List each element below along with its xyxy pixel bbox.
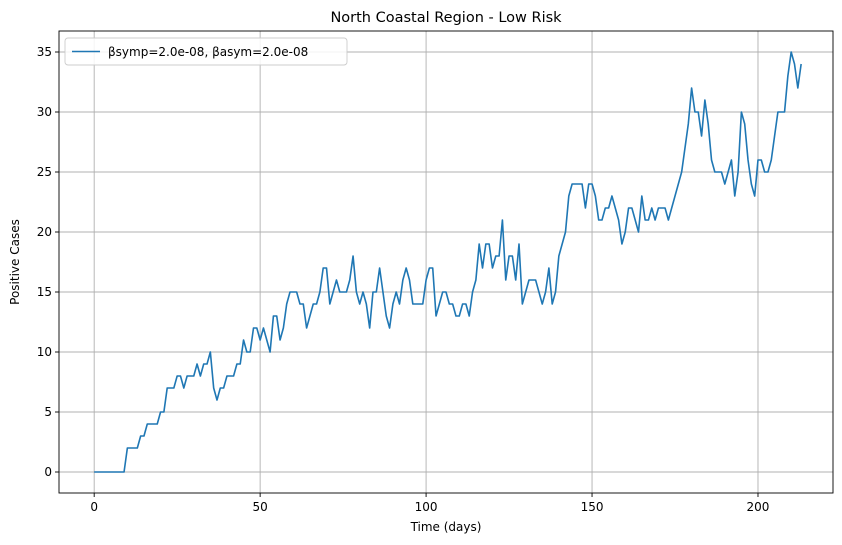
legend-frame xyxy=(64,37,348,66)
x-tick-label: 100 xyxy=(415,500,438,514)
chart-title: North Coastal Region - Low Risk xyxy=(330,10,562,26)
legend-label: βsymp=2.0e-08, βasym=2.0e-08 xyxy=(108,45,308,59)
y-tick-label: 20 xyxy=(37,225,52,239)
x-axis-label: Time (days) xyxy=(410,520,482,534)
y-tick-label: 0 xyxy=(44,465,52,479)
y-tick-label: 5 xyxy=(44,405,52,419)
y-tick-label: 35 xyxy=(37,45,52,59)
y-axis-label: Positive Cases xyxy=(8,219,22,305)
ticks: 0 50 100 150 200 0 5 10 15 20 25 30 35 xyxy=(37,45,770,514)
grid xyxy=(59,31,833,493)
plot-area-frame xyxy=(58,30,834,494)
x-tick-label: 200 xyxy=(747,500,770,514)
series-layer xyxy=(94,51,802,473)
y-tick-label: 15 xyxy=(37,285,52,299)
legend: βsymp=2.0e-08, βasym=2.0e-08 xyxy=(64,37,348,66)
x-tick-label: 0 xyxy=(90,500,98,514)
y-tick-label: 30 xyxy=(37,105,52,119)
x-tick-label: 150 xyxy=(581,500,604,514)
y-tick-label: 10 xyxy=(37,345,52,359)
y-tick-label: 25 xyxy=(37,165,52,179)
series-line xyxy=(94,51,802,473)
x-tick-label: 50 xyxy=(252,500,267,514)
